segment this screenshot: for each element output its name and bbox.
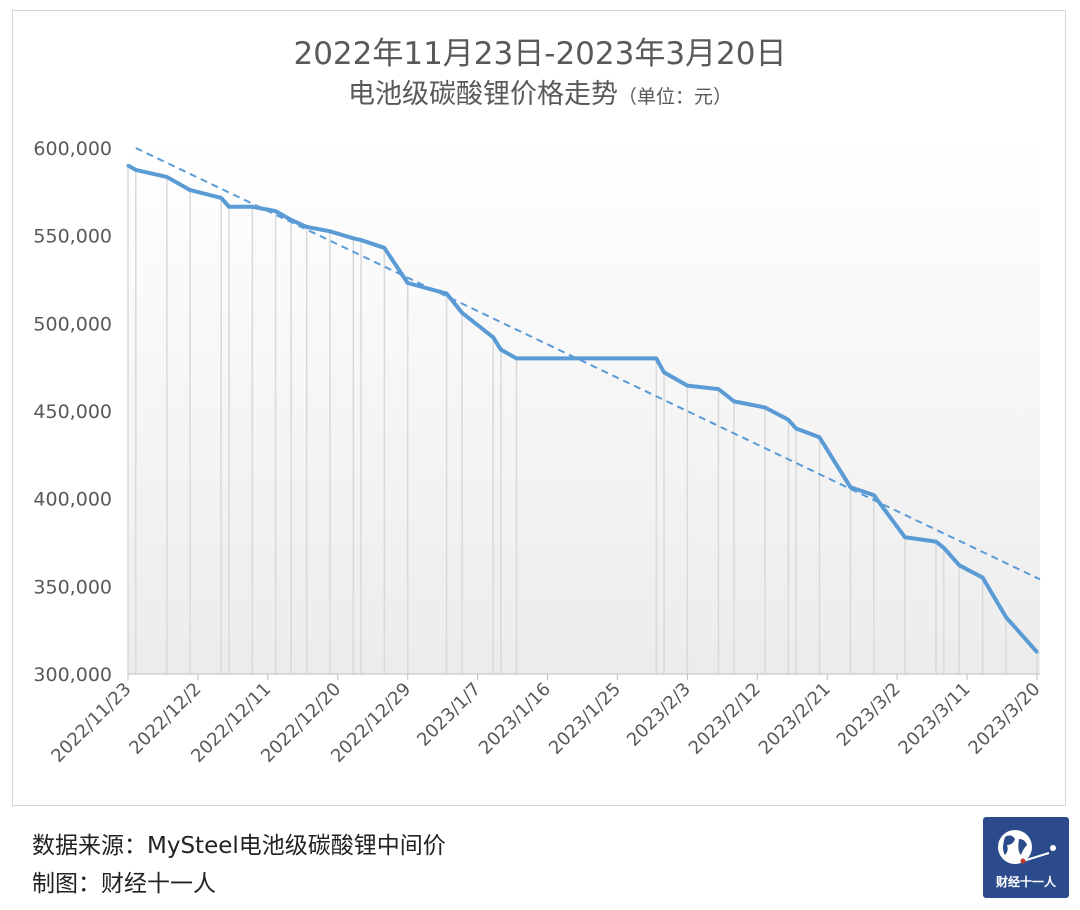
plot-area xyxy=(128,140,1040,674)
data-point xyxy=(460,311,464,315)
y-tick-label: 600,000 xyxy=(33,138,112,160)
data-point xyxy=(716,387,720,391)
data-point xyxy=(250,205,254,209)
data-point xyxy=(662,370,666,374)
chart-title: 2022年11月23日-2023年3月20日 xyxy=(293,36,787,72)
unit-label: （单位：元） xyxy=(617,86,732,108)
data-point xyxy=(188,188,192,192)
data-source: 数据来源：MySteel电池级碳酸锂中间价 xyxy=(32,833,446,859)
data-point xyxy=(849,485,853,489)
data-point xyxy=(934,540,938,544)
x-tick-label: 2023/3/11 xyxy=(894,679,974,759)
data-point xyxy=(903,535,907,539)
chart-frame xyxy=(12,10,1066,806)
data-point xyxy=(328,229,332,233)
data-point xyxy=(406,281,410,285)
y-tick-label: 350,000 xyxy=(33,576,112,598)
x-tick-label: 2023/2/3 xyxy=(623,679,695,751)
data-point xyxy=(227,205,231,209)
y-tick-label: 400,000 xyxy=(33,489,112,511)
x-tick-label: 2023/2/12 xyxy=(685,679,765,759)
data-point xyxy=(126,164,130,168)
y-tick-label: 450,000 xyxy=(33,401,112,423)
data-point xyxy=(289,218,293,222)
trendline xyxy=(135,147,1041,581)
data-point xyxy=(942,546,946,550)
data-point xyxy=(763,405,767,409)
subtitle-text: 电池级碳酸锂价格走势 xyxy=(347,79,618,110)
x-tick-label: 2023/1/16 xyxy=(475,679,555,759)
chart-subtitle: 电池级碳酸锂价格走势（单位：元） xyxy=(0,72,1080,111)
y-tick-label: 550,000 xyxy=(33,226,112,248)
data-point xyxy=(491,335,495,339)
data-point xyxy=(817,435,821,439)
data-point xyxy=(274,209,278,213)
data-point xyxy=(654,356,658,360)
y-tick-label: 300,000 xyxy=(33,664,112,686)
data-point xyxy=(514,356,518,360)
data-point xyxy=(219,196,223,200)
globe-icon xyxy=(998,830,1056,864)
data-point xyxy=(445,292,449,296)
data-point xyxy=(957,563,961,567)
data-point xyxy=(305,225,309,229)
data-point xyxy=(1035,650,1039,654)
data-point xyxy=(165,175,169,179)
x-tick-label: 2023/3/2 xyxy=(833,679,905,751)
data-point xyxy=(872,493,876,497)
data-point xyxy=(499,348,503,352)
data-point xyxy=(351,236,355,240)
x-tick-label: 2023/2/21 xyxy=(755,679,835,759)
chart-maker: 制图：财经十一人 xyxy=(32,871,216,897)
price-line xyxy=(127,163,1039,654)
data-point xyxy=(359,238,363,242)
data-point xyxy=(786,418,790,422)
logo-text: 财经十一人 xyxy=(995,875,1056,889)
data-point xyxy=(794,427,798,431)
x-tick-label: 2023/1/7 xyxy=(413,679,485,751)
data-point xyxy=(1004,615,1008,619)
data-point xyxy=(685,384,689,388)
y-tick-label: 500,000 xyxy=(33,313,112,335)
x-tick-label: 2022/11/23 xyxy=(47,679,135,767)
logo: 财经十一人 xyxy=(983,817,1069,898)
data-point xyxy=(732,399,736,403)
data-point xyxy=(134,168,138,172)
data-point xyxy=(981,576,985,580)
x-tick-label: 2023/3/20 xyxy=(964,679,1044,759)
x-tick-label: 2023/1/25 xyxy=(545,679,625,759)
data-point xyxy=(382,246,386,250)
